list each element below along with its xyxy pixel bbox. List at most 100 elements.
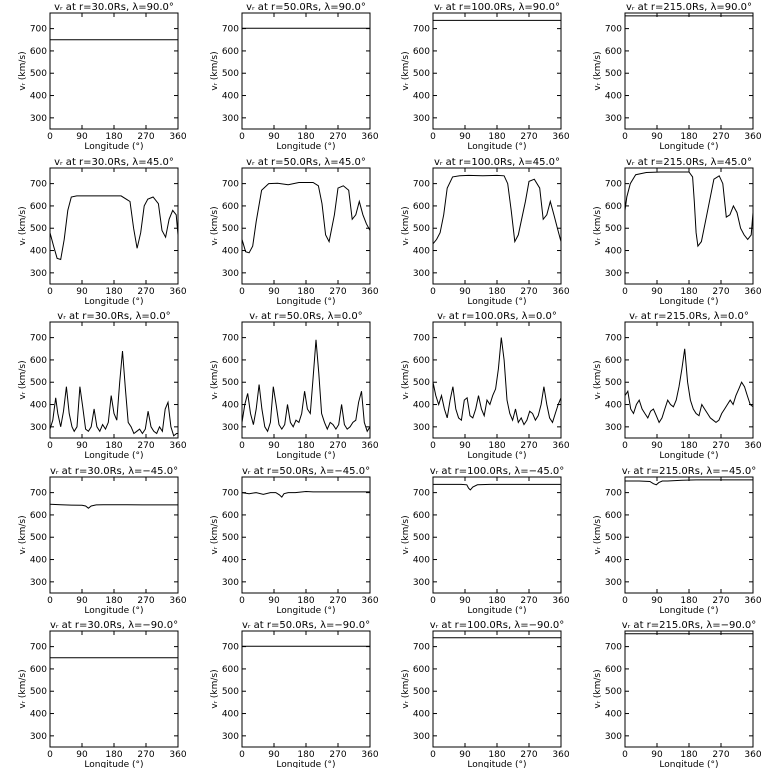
x-axis-label: Longitude (°) bbox=[659, 760, 718, 768]
x-tick-label: 90 bbox=[459, 287, 471, 297]
x-tick-label: 90 bbox=[268, 750, 280, 760]
y-tick-label: 300 bbox=[222, 114, 239, 124]
x-tick-label: 270 bbox=[137, 596, 154, 606]
y-tick-label: 500 bbox=[30, 378, 47, 388]
y-tick-label: 500 bbox=[413, 378, 430, 388]
x-tick-label: 0 bbox=[47, 287, 53, 297]
y-axis-label: vᵣ (km/s) bbox=[18, 360, 28, 399]
y-tick-label: 300 bbox=[605, 423, 622, 433]
x-tick-label: 180 bbox=[488, 750, 505, 760]
y-axis-label: vᵣ (km/s) bbox=[210, 360, 220, 399]
panel-7: vᵣ at r=215.0Rs, λ=45.0° 0 90 180 270 360 300 4… bbox=[593, 157, 762, 307]
x-tick-label: 0 bbox=[47, 132, 53, 142]
series-line bbox=[433, 483, 561, 491]
y-tick-label: 300 bbox=[30, 732, 47, 742]
y-axis-label: vᵣ (km/s) bbox=[18, 51, 28, 90]
panel-15: vᵣ at r=215.0Rs, λ=−45.0° 0 90 180 270 360 300… bbox=[593, 466, 762, 616]
x-axis-label: Longitude (°) bbox=[276, 606, 335, 616]
panel-19: vᵣ at r=215.0Rs, λ=−90.0° 0 90 180 270 360 300… bbox=[593, 620, 762, 768]
y-tick-label: 300 bbox=[222, 269, 239, 279]
panel-4: vᵣ at r=30.0Rs, λ=45.0° 0 90 180 270 360 300 40… bbox=[18, 157, 187, 307]
x-tick-label: 360 bbox=[744, 287, 761, 297]
x-tick-label: 180 bbox=[680, 750, 697, 760]
x-tick-label: 270 bbox=[712, 441, 729, 451]
y-tick-label: 300 bbox=[413, 423, 430, 433]
y-tick-label: 500 bbox=[605, 687, 622, 697]
plot-frame bbox=[432, 476, 562, 594]
y-axis-label: vᵣ (km/s) bbox=[210, 206, 220, 245]
series-line bbox=[49, 350, 178, 437]
x-tick-label: 360 bbox=[552, 750, 569, 760]
x-axis-label: Longitude (°) bbox=[84, 451, 143, 461]
x-axis-label: Longitude (°) bbox=[467, 606, 526, 616]
y-tick-label: 300 bbox=[605, 269, 622, 279]
y-tick-label: 700 bbox=[605, 25, 622, 35]
y-tick-label: 500 bbox=[222, 224, 239, 234]
x-tick-label: 360 bbox=[361, 441, 378, 451]
x-axis-label: Longitude (°) bbox=[84, 142, 143, 152]
x-tick-label: 180 bbox=[297, 441, 314, 451]
y-tick-label: 400 bbox=[222, 556, 239, 566]
x-tick-label: 360 bbox=[744, 441, 761, 451]
y-axis-label: vᵣ (km/s) bbox=[401, 669, 411, 708]
y-tick-label: 700 bbox=[605, 643, 622, 653]
x-tick-label: 270 bbox=[712, 596, 729, 606]
x-tick-label: 90 bbox=[651, 287, 663, 297]
x-axis-label: Longitude (°) bbox=[467, 142, 526, 152]
y-tick-label: 600 bbox=[30, 511, 47, 521]
panel-2: vᵣ at r=100.0Rs, λ=90.0° 0 90 180 270 360 300 4… bbox=[401, 2, 570, 152]
panel-title: vᵣ at r=50.0Rs, λ=45.0° bbox=[246, 157, 366, 168]
y-tick-label: 600 bbox=[605, 47, 622, 57]
x-tick-label: 270 bbox=[712, 132, 729, 142]
x-tick-label: 0 bbox=[47, 441, 53, 451]
panel-title: vᵣ at r=215.0Rs, λ=−90.0° bbox=[622, 620, 757, 631]
y-axis-label: vᵣ (km/s) bbox=[18, 515, 28, 554]
panel-1: vᵣ at r=50.0Rs, λ=90.0° 0 90 180 270 360 300 40… bbox=[210, 2, 379, 152]
plot-frame bbox=[49, 630, 179, 748]
x-tick-label: 180 bbox=[680, 132, 697, 142]
x-tick-label: 360 bbox=[361, 596, 378, 606]
y-tick-label: 700 bbox=[413, 643, 430, 653]
y-tick-label: 600 bbox=[413, 202, 430, 212]
x-tick-label: 0 bbox=[622, 441, 628, 451]
y-tick-label: 300 bbox=[605, 114, 622, 124]
y-tick-label: 500 bbox=[605, 378, 622, 388]
y-tick-label: 700 bbox=[222, 643, 239, 653]
panel-title: vᵣ at r=215.0Rs, λ=0.0° bbox=[629, 311, 749, 322]
x-tick-label: 0 bbox=[430, 287, 436, 297]
y-tick-label: 700 bbox=[222, 25, 239, 35]
y-tick-label: 600 bbox=[222, 47, 239, 57]
y-tick-label: 700 bbox=[30, 25, 47, 35]
y-tick-label: 700 bbox=[222, 180, 239, 190]
x-tick-label: 360 bbox=[169, 287, 186, 297]
y-tick-label: 600 bbox=[30, 356, 47, 366]
panel-11: vᵣ at r=215.0Rs, λ=0.0° 0 90 180 270 360 300 40… bbox=[593, 311, 762, 461]
y-tick-label: 600 bbox=[222, 511, 239, 521]
plot-frame bbox=[432, 167, 562, 285]
x-tick-label: 0 bbox=[239, 750, 245, 760]
x-tick-label: 270 bbox=[329, 441, 346, 451]
x-tick-label: 90 bbox=[268, 287, 280, 297]
x-tick-label: 90 bbox=[459, 132, 471, 142]
y-tick-label: 300 bbox=[413, 578, 430, 588]
y-tick-label: 400 bbox=[605, 92, 622, 102]
x-tick-label: 90 bbox=[651, 132, 663, 142]
y-tick-label: 600 bbox=[605, 356, 622, 366]
x-tick-label: 0 bbox=[622, 287, 628, 297]
plot-frame bbox=[624, 321, 754, 439]
panel-title: vᵣ at r=50.0Rs, λ=0.0° bbox=[249, 311, 362, 322]
y-axis-label: vᵣ (km/s) bbox=[401, 515, 411, 554]
y-tick-label: 400 bbox=[222, 247, 239, 257]
x-tick-label: 360 bbox=[744, 132, 761, 142]
y-axis-label: vᵣ (km/s) bbox=[593, 669, 603, 708]
x-tick-label: 180 bbox=[297, 287, 314, 297]
x-tick-label: 270 bbox=[137, 750, 154, 760]
panel-title: vᵣ at r=50.0Rs, λ=−90.0° bbox=[242, 620, 370, 631]
plot-frame bbox=[49, 167, 179, 285]
x-tick-label: 0 bbox=[430, 750, 436, 760]
series-line bbox=[49, 195, 179, 261]
y-tick-label: 400 bbox=[222, 710, 239, 720]
x-tick-label: 180 bbox=[105, 132, 122, 142]
y-tick-label: 600 bbox=[222, 202, 239, 212]
series-line bbox=[49, 503, 178, 509]
